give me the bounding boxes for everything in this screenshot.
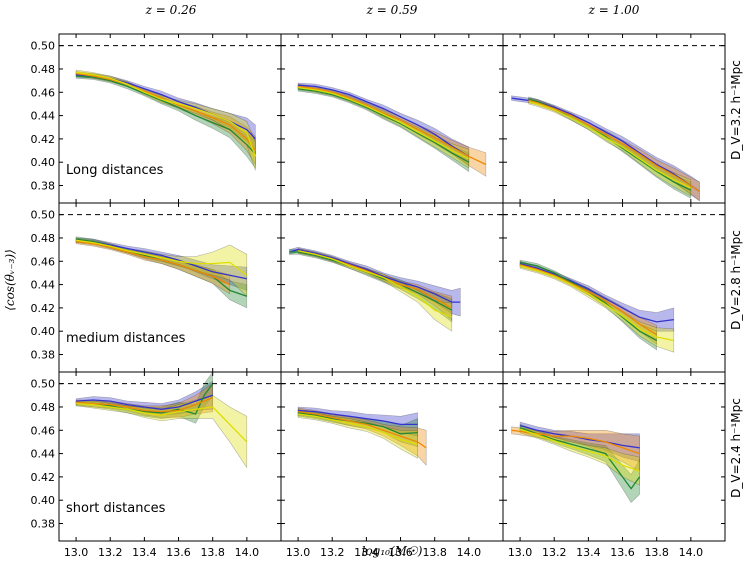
y-tick-label: 0.48 bbox=[31, 63, 56, 76]
y-tick-label: 0.40 bbox=[31, 156, 56, 169]
y-tick-label: 0.46 bbox=[31, 424, 56, 437]
x-tick-label: 13.4 bbox=[132, 546, 157, 559]
y-tick-label: 0.42 bbox=[31, 471, 56, 484]
x-tick-label: 13.2 bbox=[98, 546, 123, 559]
y-tick-label: 0.38 bbox=[31, 518, 56, 531]
x-tick-label: 13.8 bbox=[644, 546, 669, 559]
row-annotation-3: short distances bbox=[66, 501, 166, 516]
line-yellow-r3c3 bbox=[519, 428, 640, 472]
y-tick-label: 0.48 bbox=[31, 232, 56, 245]
row-label-2: D_V=2.8 h⁻¹Mpc bbox=[729, 230, 743, 330]
line-orange-r1c3 bbox=[528, 99, 700, 192]
line-green-r1c1 bbox=[76, 75, 256, 155]
column-title-2: z = 0.59 bbox=[366, 3, 418, 17]
row-annotation-1: Long distances bbox=[66, 163, 164, 178]
line-blue-r3c2 bbox=[298, 409, 418, 426]
line-yellow-r2c2 bbox=[297, 250, 453, 318]
line-blue-r3c1 bbox=[76, 394, 213, 410]
y-tick-label: 0.46 bbox=[31, 86, 56, 99]
x-tick-label: 13.4 bbox=[576, 546, 601, 559]
band-yellow-r3c3 bbox=[519, 425, 640, 486]
band-yellow-r2c3 bbox=[519, 263, 675, 353]
x-tick-label: 13.6 bbox=[166, 546, 191, 559]
band-yellow-r3c2 bbox=[297, 410, 418, 459]
line-blue-r1c2 bbox=[298, 84, 470, 157]
line-orange-r1c1 bbox=[76, 72, 256, 151]
line-yellow-r1c2 bbox=[298, 86, 470, 160]
line-orange-r3c1 bbox=[76, 396, 213, 413]
y-tick-label: 0.50 bbox=[31, 378, 56, 391]
line-blue-r2c2 bbox=[289, 248, 461, 303]
panel-frame-r2c3 bbox=[502, 202, 726, 373]
y-tick-label: 0.48 bbox=[31, 401, 56, 414]
x-tick-label: 13.2 bbox=[320, 546, 345, 559]
row-label-3: D_V=2.4 h⁻¹Mpc bbox=[729, 398, 743, 498]
line-yellow-r2c1 bbox=[76, 239, 248, 276]
line-orange-r2c3 bbox=[519, 264, 658, 336]
line-yellow-r2c3 bbox=[519, 265, 674, 342]
line-yellow-r3c1 bbox=[76, 402, 248, 443]
y-tick-label: 0.38 bbox=[31, 180, 56, 193]
band-blue-r1c2 bbox=[297, 82, 470, 167]
lines-layer bbox=[76, 71, 700, 490]
x-tick-label: 14.0 bbox=[235, 546, 260, 559]
y-tick-label: 0.50 bbox=[31, 209, 56, 222]
panel-frame-r3c3 bbox=[502, 371, 726, 542]
y-tick-label: 0.46 bbox=[31, 255, 56, 268]
frame-layer bbox=[58, 33, 726, 542]
row-label-1: D_V=3.2 h⁻¹Mpc bbox=[729, 60, 743, 160]
y-tick-label: 0.40 bbox=[31, 494, 56, 507]
y-tick-label: 0.42 bbox=[31, 133, 56, 146]
y-tick-label: 0.40 bbox=[31, 325, 56, 338]
x-tick-label: 13.8 bbox=[422, 546, 447, 559]
line-orange-r3c2 bbox=[298, 410, 427, 449]
band-yellow-r1c3 bbox=[528, 98, 692, 197]
band-green-r1c3 bbox=[528, 96, 692, 199]
y-tick-label: 0.44 bbox=[31, 279, 56, 292]
line-orange-r2c1 bbox=[76, 240, 231, 286]
panel-frame-r3c2 bbox=[280, 371, 504, 542]
line-blue-r2c3 bbox=[519, 262, 674, 323]
row-annotation-2: medium distances bbox=[66, 331, 186, 346]
x-tick-label: 13.2 bbox=[542, 546, 567, 559]
line-orange-r1c2 bbox=[298, 85, 487, 166]
line-yellow-r3c2 bbox=[298, 413, 418, 445]
x-axis-label: log₁₀(M☉) bbox=[362, 544, 423, 558]
band-blue-r1c1 bbox=[75, 72, 256, 154]
band-yellow-r1c2 bbox=[297, 84, 470, 169]
y-tick-label: 0.44 bbox=[31, 448, 56, 461]
x-tick-label: 13.6 bbox=[610, 546, 635, 559]
line-yellow-r1c1 bbox=[76, 71, 257, 157]
x-tick-label: 13.6 bbox=[388, 546, 413, 559]
panel-frame-r2c2 bbox=[280, 202, 504, 373]
x-tick-label: 13.8 bbox=[200, 546, 225, 559]
y-tick-label: 0.44 bbox=[31, 110, 56, 123]
panel-frame-r2c1 bbox=[58, 202, 282, 373]
line-green-r3c3 bbox=[519, 427, 641, 490]
text-layer: z = 0.26 z = 0.59 z = 1.00 Long distance… bbox=[3, 3, 743, 559]
column-title-3: z = 1.00 bbox=[588, 3, 640, 17]
y-axis-label: ⟨cos(θᵥ₋₃)⟩ bbox=[3, 249, 17, 311]
line-green-r1c2 bbox=[298, 88, 470, 163]
x-tick-label: 13.0 bbox=[508, 546, 533, 559]
line-blue-r2c1 bbox=[76, 239, 247, 280]
y-tick-label: 0.42 bbox=[31, 302, 56, 315]
x-tick-label: 13.0 bbox=[286, 546, 311, 559]
x-tick-label: 14.0 bbox=[679, 546, 704, 559]
y-tick-label: 0.50 bbox=[31, 40, 56, 53]
x-tick-label: 14.0 bbox=[457, 546, 482, 559]
x-tick-label: 13.0 bbox=[64, 546, 89, 559]
column-title-1: z = 0.26 bbox=[145, 3, 197, 17]
y-tick-label: 0.38 bbox=[31, 349, 56, 362]
band-yellow-r3c1 bbox=[75, 394, 248, 469]
band-blue-r3c3 bbox=[519, 421, 640, 463]
line-yellow-r1c3 bbox=[528, 100, 692, 189]
band-green-r1c2 bbox=[297, 86, 470, 173]
line-orange-r3c3 bbox=[511, 429, 640, 455]
x-tick-label: 13.4 bbox=[354, 546, 379, 559]
